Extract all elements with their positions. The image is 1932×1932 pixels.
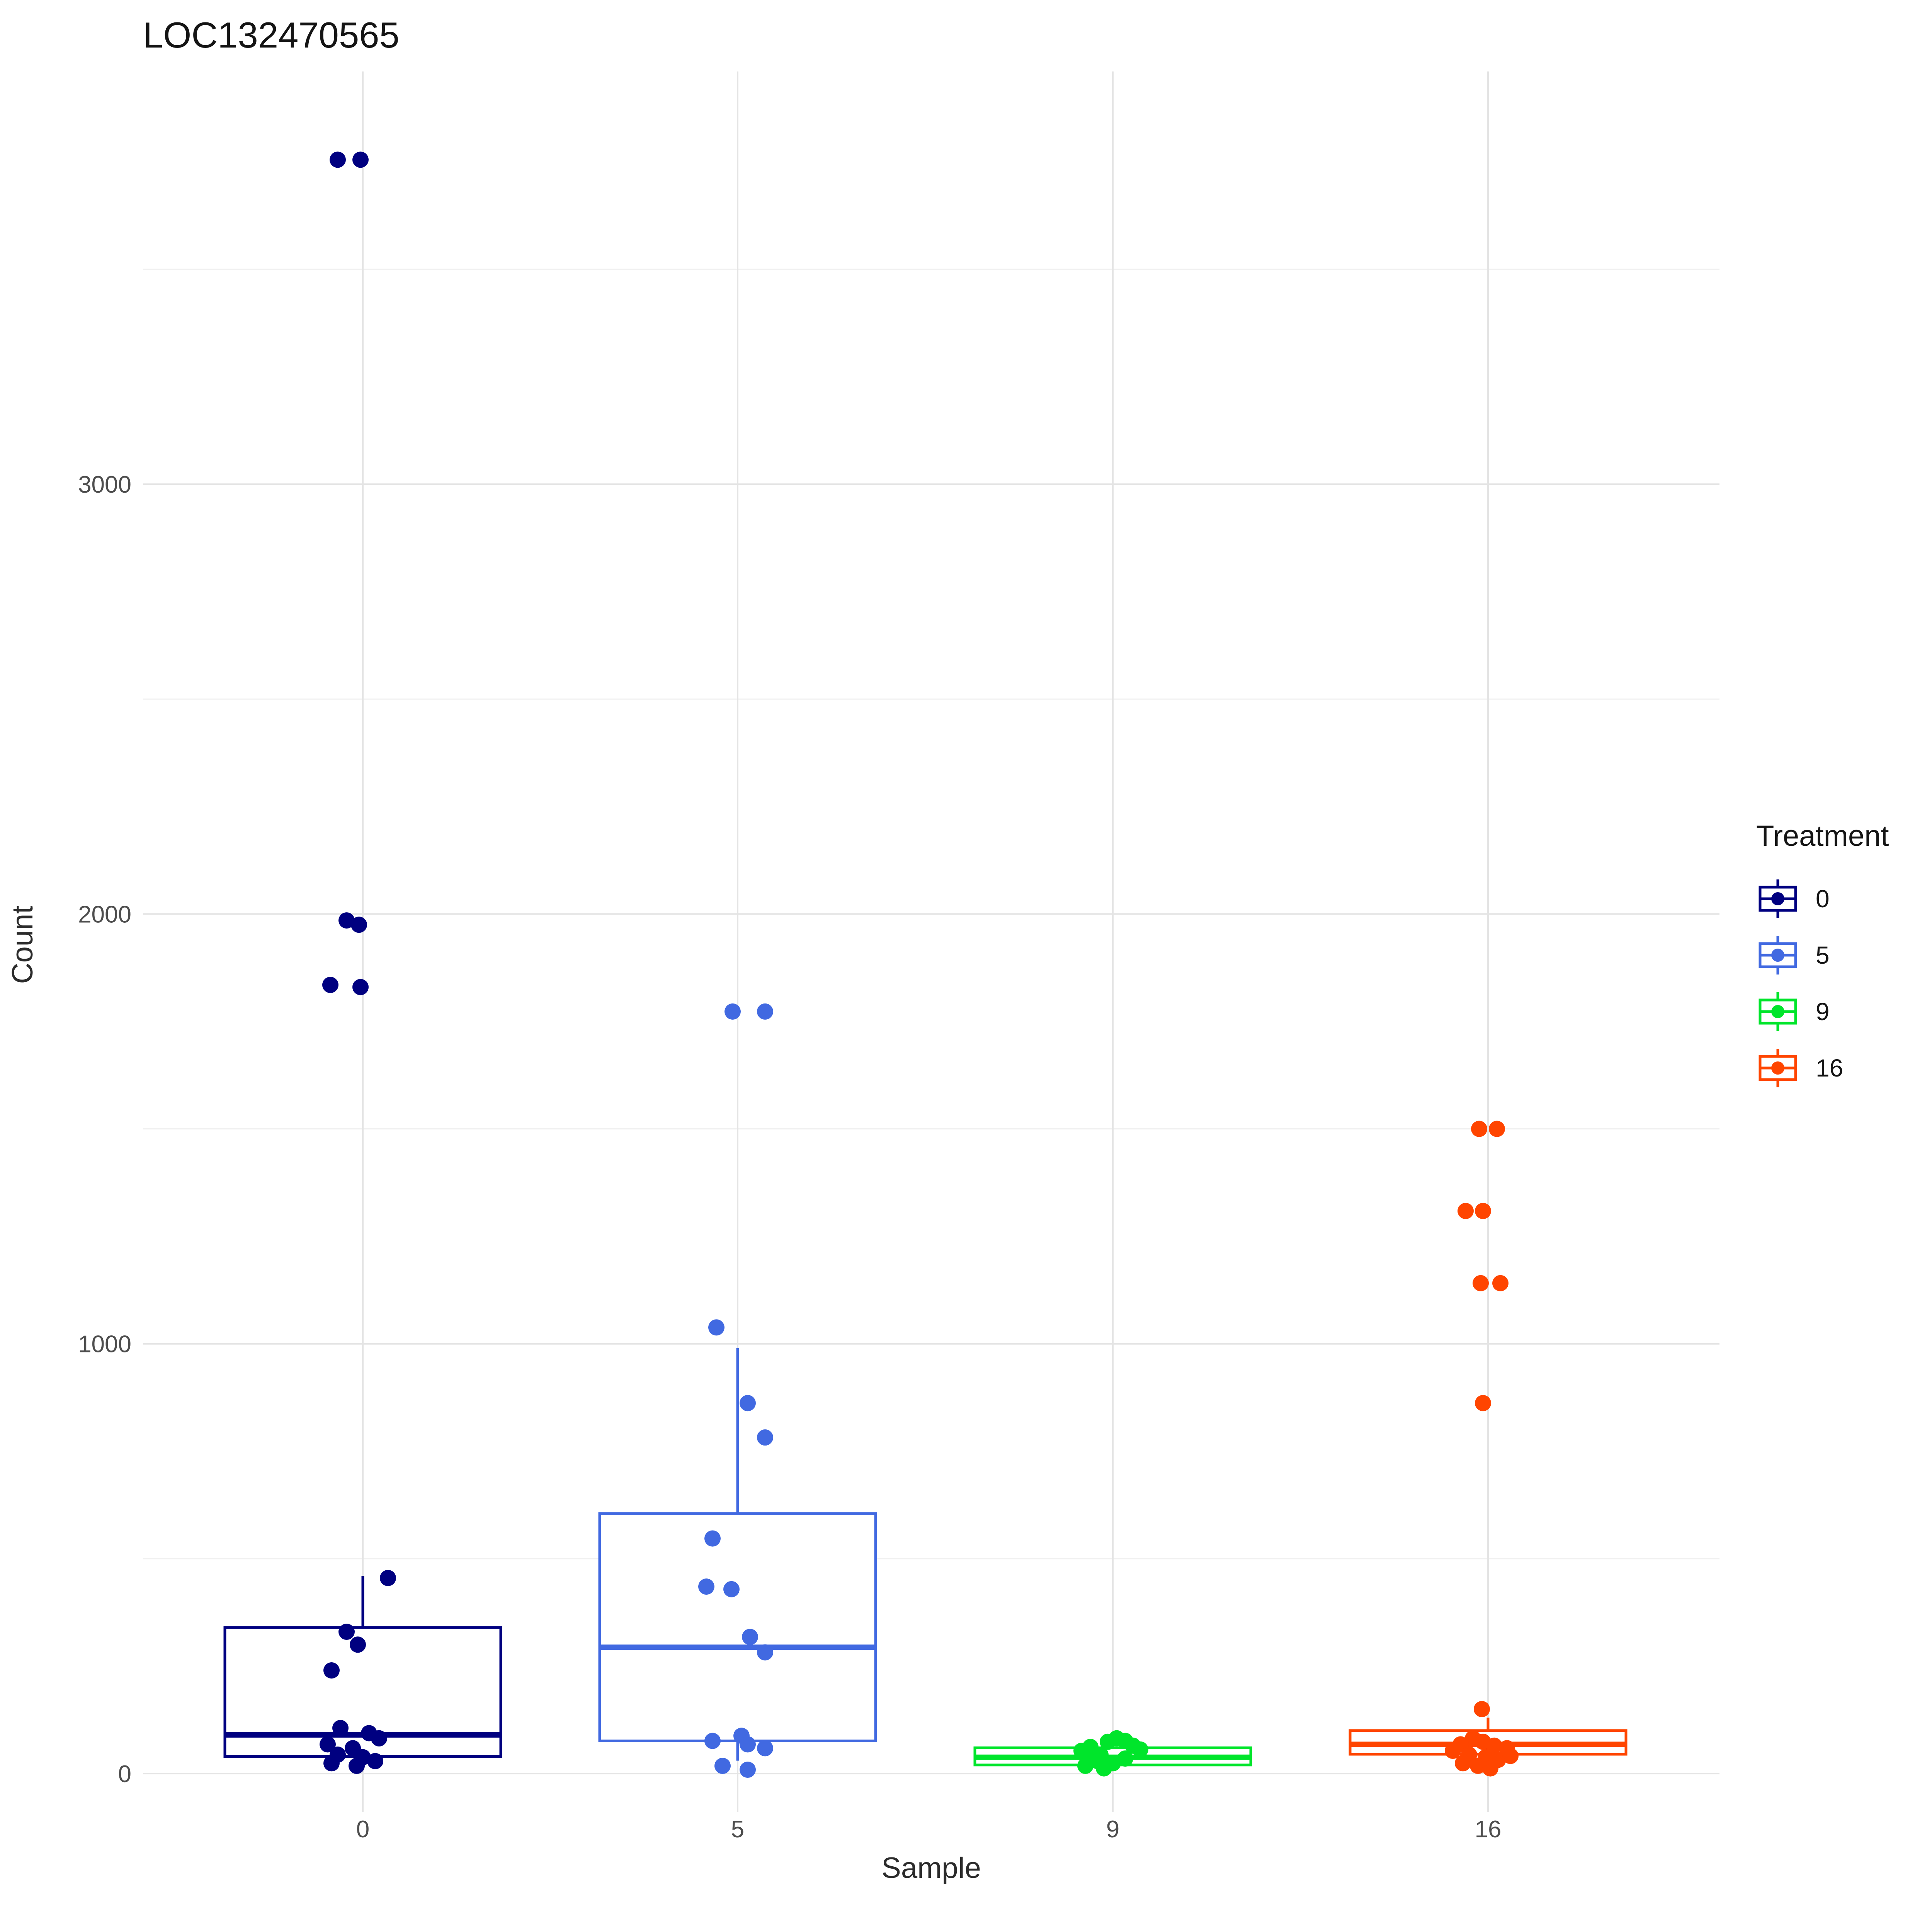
legend-key-boxplot-icon [1759, 1049, 1797, 1087]
legend-entry-label: 9 [1816, 998, 1830, 1026]
data-point [724, 1003, 741, 1020]
data-point [740, 1736, 756, 1753]
data-point [323, 1662, 340, 1679]
box [598, 1512, 877, 1742]
data-point [380, 1570, 396, 1586]
data-point [1458, 1202, 1474, 1219]
data-point [757, 1003, 773, 1020]
data-point [1455, 1755, 1471, 1772]
data-point [1492, 1275, 1509, 1291]
legend-title: Treatment [1756, 820, 1889, 852]
y-tick-label: 2000 [78, 901, 131, 928]
data-point [1077, 1757, 1094, 1774]
data-point [322, 976, 338, 993]
legend-key-shape [1771, 949, 1784, 962]
data-point [714, 1757, 731, 1774]
legend-entry-label: 5 [1816, 941, 1830, 969]
y-tick-label: 3000 [78, 471, 131, 498]
data-point [1471, 1121, 1487, 1137]
data-point [323, 1755, 340, 1772]
data-point [349, 1757, 365, 1774]
data-point [742, 1629, 758, 1645]
data-point [367, 1753, 383, 1769]
data-point [757, 1740, 773, 1757]
legend-entries: 0 5 9 16 [1756, 876, 1889, 1091]
data-point [320, 1736, 336, 1753]
x-tick-label: 16 [1475, 1816, 1502, 1843]
data-point [338, 912, 355, 929]
data-point [332, 1720, 349, 1736]
chart-title: LOC132470565 [143, 15, 400, 55]
data-point [723, 1581, 740, 1597]
data-point [1474, 1701, 1490, 1718]
data-point [1475, 1395, 1491, 1412]
legend-entry: 9 [1756, 989, 1889, 1034]
legend-key-boxplot-icon [1759, 879, 1797, 918]
legend-key-boxplot-icon [1759, 936, 1797, 975]
data-point [757, 1429, 773, 1446]
data-point [1132, 1741, 1148, 1758]
data-point [1473, 1275, 1489, 1291]
data-point [1096, 1760, 1112, 1777]
data-point [698, 1578, 714, 1595]
legend-entry: 0 [1756, 876, 1889, 922]
data-point [350, 1636, 366, 1653]
data-point [1445, 1743, 1461, 1759]
legend: Treatment 0 5 9 16 [1756, 819, 1889, 1102]
y-tick-label: 0 [118, 1761, 131, 1787]
data-point [1117, 1750, 1133, 1767]
legend-entry: 5 [1756, 932, 1889, 978]
data-point [352, 151, 369, 168]
legend-key-shape [1771, 1061, 1784, 1075]
x-axis-title: Sample [881, 1852, 981, 1884]
data-point [338, 1623, 355, 1640]
data-point [1489, 1121, 1505, 1137]
data-point [1482, 1760, 1498, 1777]
data-point [371, 1730, 387, 1747]
y-tick-label: 1000 [78, 1331, 131, 1358]
legend-entry-label: 0 [1816, 885, 1830, 913]
x-tick-label: 0 [356, 1816, 369, 1843]
legend-entry-label: 16 [1816, 1054, 1844, 1082]
data-point [330, 151, 346, 168]
legend-entry: 16 [1756, 1045, 1889, 1091]
data-point [704, 1530, 721, 1547]
data-point [1475, 1202, 1491, 1219]
data-point [352, 979, 369, 995]
data-point [704, 1733, 721, 1749]
plot-area: 0 1000 2000 3000 0 5 9 16 [78, 71, 1719, 1843]
x-tick-label: 9 [1106, 1816, 1119, 1843]
data-point [1502, 1748, 1519, 1764]
data-point [1470, 1757, 1486, 1774]
x-tick-label: 5 [731, 1816, 744, 1843]
data-point [708, 1319, 724, 1336]
y-axis-title: Count [6, 906, 39, 984]
data-point [740, 1761, 756, 1778]
legend-key-shape [1771, 892, 1784, 905]
data-point [1486, 1737, 1502, 1754]
legend-key-boxplot-icon [1759, 992, 1797, 1031]
legend-key-shape [1771, 1005, 1784, 1018]
data-point [740, 1395, 756, 1412]
data-point [351, 917, 367, 933]
data-point [757, 1644, 773, 1661]
